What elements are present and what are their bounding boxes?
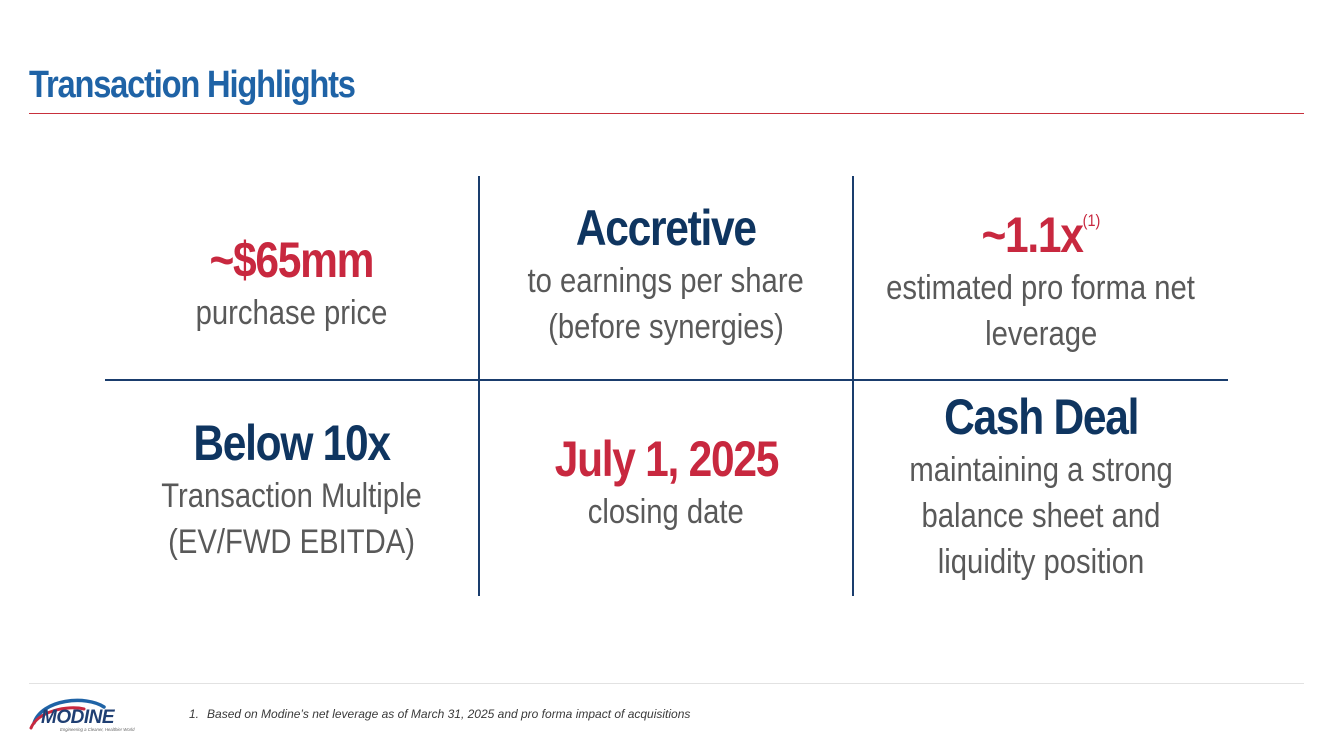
highlight-headline: Below 10x bbox=[193, 414, 391, 471]
footnote-text: Based on Modine’s net leverage as of Mar… bbox=[207, 707, 691, 721]
footnote: 1. Based on Modine’s net leverage as of M… bbox=[189, 707, 690, 721]
highlight-net-leverage: ~1.1x(1) estimated pro forma net leverag… bbox=[854, 176, 1228, 379]
highlight-caption-line: (before synergies) bbox=[548, 307, 784, 346]
highlight-caption-line: maintaining a strong bbox=[909, 450, 1173, 489]
footnote-marker: (1) bbox=[1082, 210, 1101, 230]
highlight-caption-line: estimated pro forma net bbox=[886, 268, 1196, 307]
highlight-caption-line: closing date bbox=[587, 492, 745, 531]
highlight-headline: ~1.1x(1) bbox=[981, 206, 1101, 263]
highlight-caption-line: leverage bbox=[984, 314, 1098, 353]
grid-divider-horizontal bbox=[105, 379, 1228, 381]
highlight-accretive: Accretive to earnings per share (before … bbox=[480, 176, 852, 379]
highlight-cash-deal: Cash Deal maintaining a strong balance s… bbox=[854, 381, 1228, 596]
logo-tagline: Engineering a Cleaner, Healthier World bbox=[60, 727, 135, 732]
highlight-caption-line: to earnings per share bbox=[527, 261, 805, 300]
highlight-closing-date: July 1, 2025 closing date bbox=[480, 381, 852, 596]
highlight-caption-line: Transaction Multiple bbox=[161, 476, 422, 515]
page-title: Transaction Highlights bbox=[29, 64, 356, 106]
highlight-headline: Cash Deal bbox=[943, 388, 1139, 445]
grid-divider-vertical-left bbox=[478, 176, 480, 596]
logo-wordmark: MODINE bbox=[41, 707, 116, 728]
title-divider bbox=[29, 113, 1304, 114]
highlight-caption-line: purchase price bbox=[195, 293, 388, 332]
footnote-number: 1. bbox=[189, 707, 200, 721]
highlight-caption-line: liquidity position bbox=[937, 542, 1145, 581]
highlight-purchase-price: ~$65mm purchase price bbox=[105, 176, 478, 379]
footer-divider bbox=[29, 683, 1304, 684]
highlight-headline: July 1, 2025 bbox=[554, 430, 779, 487]
highlight-caption-line: balance sheet and bbox=[921, 496, 1161, 535]
modine-logo: MODINE Engineering a Cleaner, Healthier … bbox=[29, 698, 135, 732]
highlight-caption-line: (EV/FWD EBITDA) bbox=[168, 522, 415, 561]
highlight-headline: ~$65mm bbox=[209, 231, 375, 288]
highlight-headline: Accretive bbox=[576, 199, 757, 256]
highlight-transaction-multiple: Below 10x Transaction Multiple (EV/FWD E… bbox=[105, 381, 478, 596]
grid-divider-vertical-right bbox=[852, 176, 854, 596]
